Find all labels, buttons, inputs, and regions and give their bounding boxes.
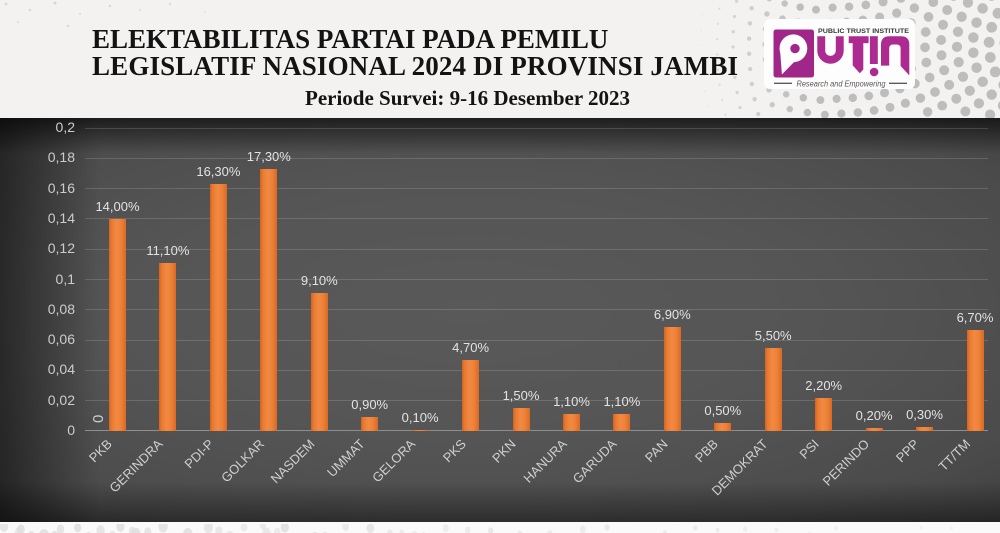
svg-text:PUBLIC TRUST INSTITUTE: PUBLIC TRUST INSTITUTE	[818, 28, 909, 35]
svg-text:Research and Empowering: Research and Empowering	[797, 78, 886, 88]
